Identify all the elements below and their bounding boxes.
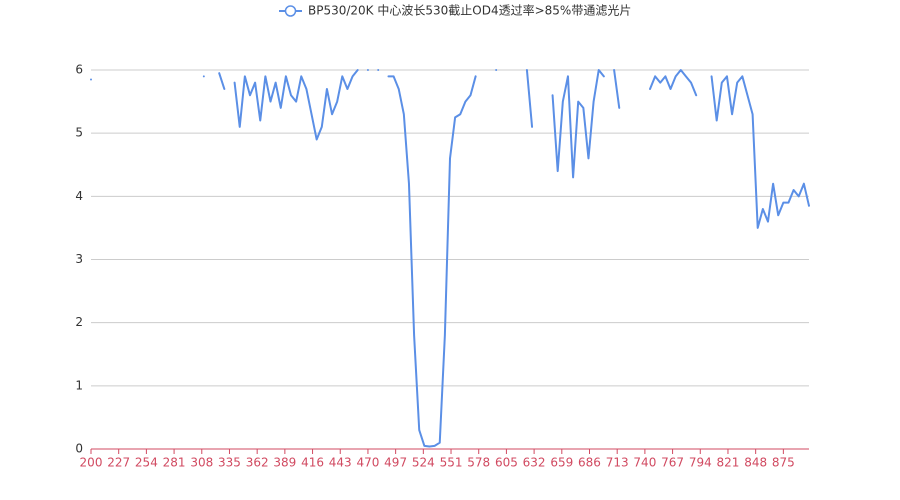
x-tick-label: 848: [744, 456, 767, 470]
x-tick-label: 524: [412, 456, 435, 470]
x-tick-label: 416: [301, 456, 324, 470]
y-tick-label: 3: [75, 252, 83, 266]
y-tick-label: 4: [75, 189, 83, 203]
x-tick-label: 605: [495, 456, 518, 470]
y-tick-label: 0: [75, 442, 83, 456]
x-tick-label: 767: [661, 456, 684, 470]
x-tick-label: 470: [356, 456, 379, 470]
legend[interactable]: BP530/20K 中心波长530截止OD4透过率>85%带通滤光片: [279, 3, 631, 18]
x-tick-label: 281: [163, 456, 186, 470]
x-tick-label: 794: [689, 456, 712, 470]
x-tick-label: 686: [578, 456, 601, 470]
x-tick-label: 821: [717, 456, 740, 470]
x-tick-label: 875: [772, 456, 795, 470]
x-tick-label: 227: [107, 456, 130, 470]
y-tick-label: 5: [75, 126, 83, 140]
x-tick-label: 443: [329, 456, 352, 470]
x-tick-label: 497: [384, 456, 407, 470]
x-tick-label: 551: [440, 456, 463, 470]
x-tick-label: 308: [190, 456, 213, 470]
legend-label: BP530/20K 中心波长530截止OD4透过率>85%带通滤光片: [308, 3, 631, 18]
x-tick-label: 632: [523, 456, 546, 470]
x-tick-label: 659: [550, 456, 573, 470]
legend-symbol: [284, 5, 297, 17]
x-tick-label: 578: [467, 456, 490, 470]
x-tick-label: 335: [218, 456, 241, 470]
x-tick-label: 362: [246, 456, 269, 470]
y-tick-label: 1: [75, 378, 83, 392]
data-line: [90, 69, 810, 448]
x-tick-label: 389: [273, 456, 296, 470]
x-tick-label: 200: [80, 456, 103, 470]
y-tick-label: 6: [75, 63, 83, 77]
x-tick-label: 254: [135, 456, 158, 470]
y-tick-label: 2: [75, 315, 83, 329]
x-tick-label: 713: [606, 456, 629, 470]
x-tick-label: 740: [633, 456, 656, 470]
